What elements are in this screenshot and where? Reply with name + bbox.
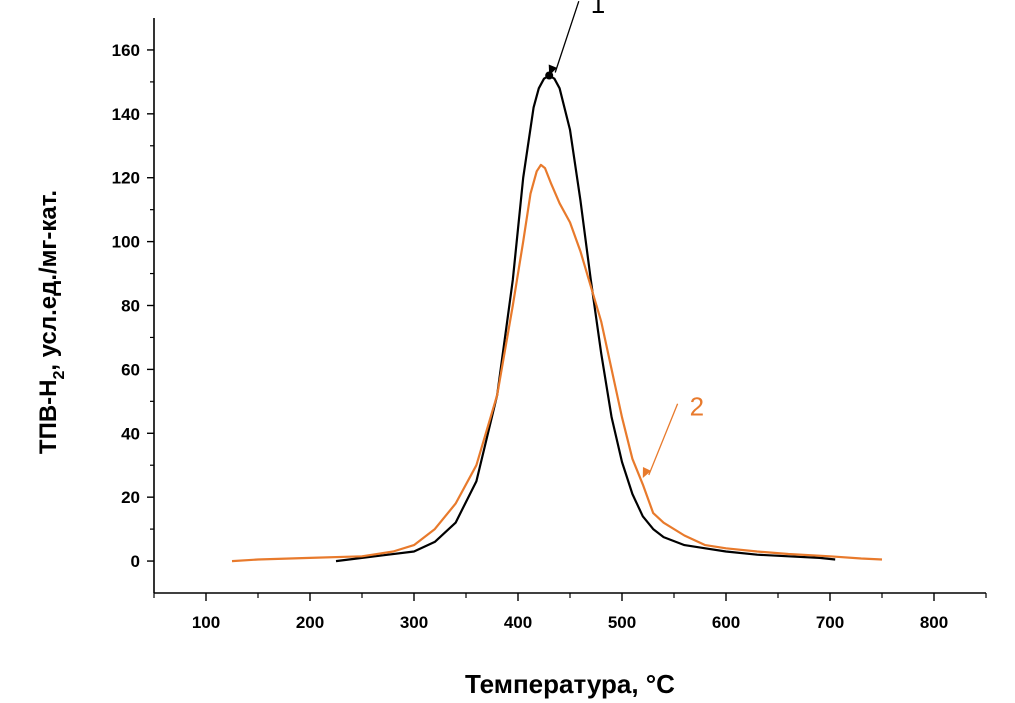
series-layer [231,74,883,563]
y-axis-title: ТПВ-Н2, усл.ед./мг-кат. [35,190,68,454]
peak-marker-1 [545,71,554,80]
y-tick-label-40: 40 [121,424,140,443]
x-tick-label-500: 500 [608,613,636,632]
x-tick-label-300: 300 [400,613,428,632]
y-tick-label-60: 60 [121,360,140,379]
y-tick-label-80: 80 [121,297,140,316]
x-tick-label-100: 100 [192,613,220,632]
axes [153,18,986,594]
ticks: 0 20 40 60 80 100 120 140 160 100 200 300 400 500 600 7… [112,41,987,632]
y-tick-label-0: 0 [131,552,140,571]
x-tick-label-600: 600 [712,613,740,632]
annotation-label-1: 1 [591,0,605,19]
y-axis-title-sub: 2 [51,371,68,380]
y-tick-label-100: 100 [112,233,140,252]
series-line-2 [231,163,883,563]
y-axis-title-main: ТПВ-Н [35,380,62,455]
y-tick-label-140: 140 [112,105,140,124]
y-tick-label-20: 20 [121,488,140,507]
x-tick-label-800: 800 [920,613,948,632]
annotation-label-2: 2 [690,392,704,422]
y-axis-title-rest: , усл.ед./мг-кат. [35,190,62,371]
x-axis-title-unit: °С [646,669,675,699]
annotation-arrowhead-2 [642,467,652,478]
x-tick-label-400: 400 [504,613,532,632]
x-tick-label-700: 700 [816,613,844,632]
y-tick-label-120: 120 [112,169,140,188]
x-axis-title: Температура, °С [465,669,675,699]
annotation-layer: 12 [545,0,704,478]
series-line-1 [335,74,836,563]
x-axis-title-main: Температура, [465,669,646,699]
x-tick-label-200: 200 [296,613,324,632]
y-tick-label-160: 160 [112,41,140,60]
annotation-arrow-1 [554,1,580,73]
annotation-arrow-2 [648,403,679,476]
